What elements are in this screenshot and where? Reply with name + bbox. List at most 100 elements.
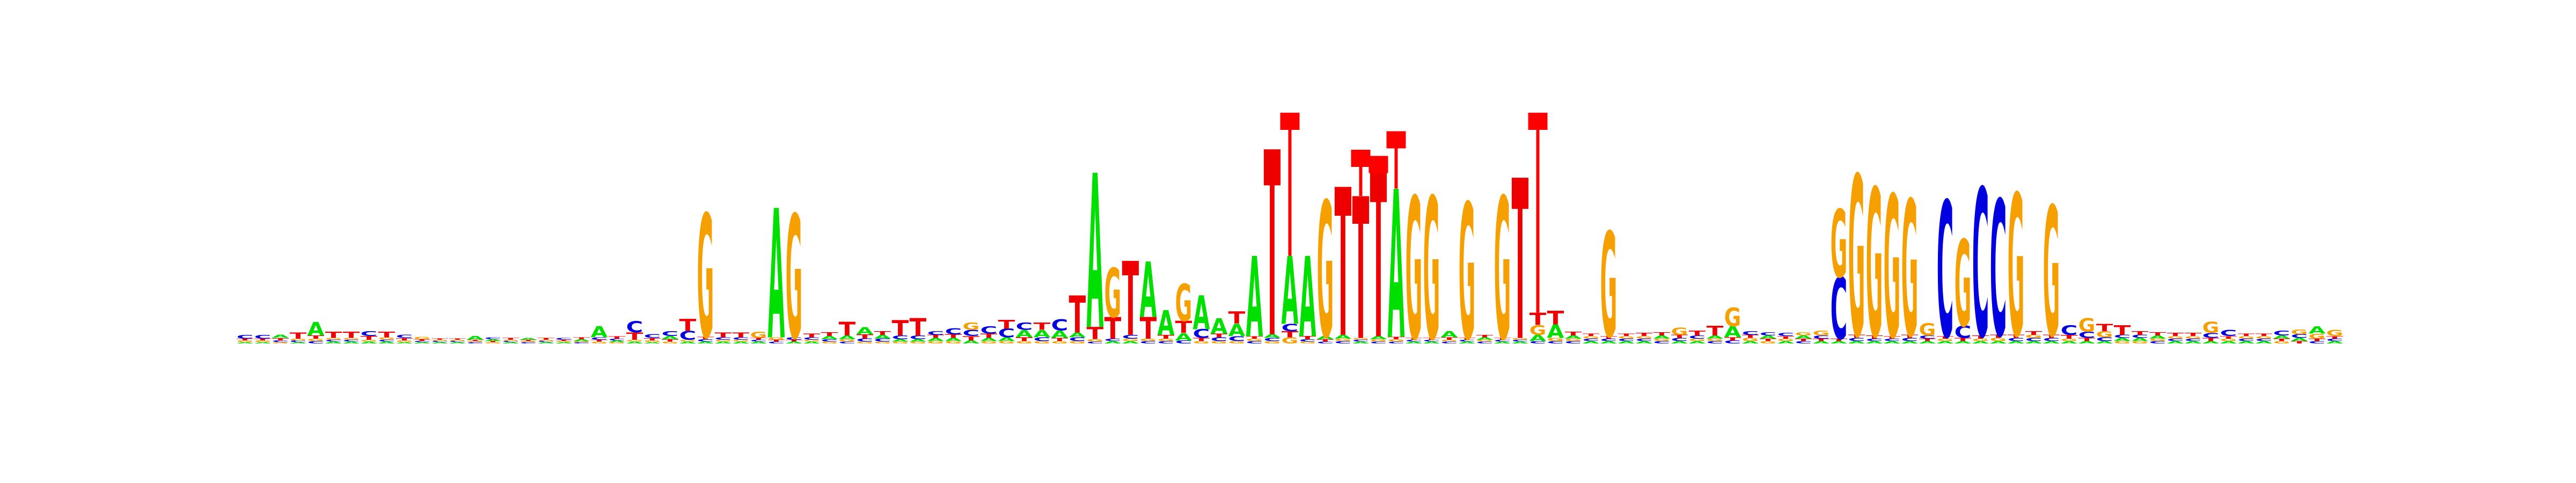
nucleotide-a: A xyxy=(679,341,697,345)
nucleotide-t: T xyxy=(1618,333,1635,336)
nucleotide-g: G xyxy=(1529,323,1547,338)
nucleotide-g: G xyxy=(2114,340,2131,345)
nucleotide-a: A xyxy=(1866,340,1883,344)
nucleotide-c: C xyxy=(272,340,289,343)
nucleotide-c: C xyxy=(1388,341,1405,344)
nucleotide-a: A xyxy=(1600,340,1618,344)
nucleotide-t: T xyxy=(1760,338,1777,342)
nucleotide-a: A xyxy=(839,334,856,340)
nucleotide-t: T xyxy=(609,335,626,339)
nucleotide-c: C xyxy=(396,334,413,339)
nucleotide-t: T xyxy=(1831,338,1848,342)
nucleotide-c: C xyxy=(803,336,821,340)
nucleotide-t: T xyxy=(1919,338,1936,342)
nucleotide-c: C xyxy=(1459,339,1476,342)
nucleotide-g: G xyxy=(1122,338,1139,342)
nucleotide-t: T xyxy=(1600,335,1618,339)
nucleotide-t: T xyxy=(1529,310,1547,330)
nucleotide-a: A xyxy=(290,342,307,344)
nucleotide-c: C xyxy=(2132,334,2149,339)
nucleotide-g: G xyxy=(1282,336,1299,346)
nucleotide-g: G xyxy=(1600,203,1618,370)
nucleotide-g: G xyxy=(1335,338,1352,342)
nucleotide-t: T xyxy=(502,338,519,341)
nucleotide-c: C xyxy=(697,339,714,342)
nucleotide-a: A xyxy=(431,342,449,344)
nucleotide-g: G xyxy=(1848,131,1865,387)
nucleotide-g: G xyxy=(1689,338,1706,342)
nucleotide-a: A xyxy=(1777,340,1795,344)
nucleotide-a: A xyxy=(1831,340,1848,344)
nucleotide-c: C xyxy=(1476,341,1494,344)
nucleotide-c: C xyxy=(1547,340,1564,344)
nucleotide-a: A xyxy=(786,341,803,345)
nucleotide-c: C xyxy=(254,334,272,340)
nucleotide-g: G xyxy=(1512,338,1529,341)
nucleotide-t: T xyxy=(237,338,254,341)
nucleotide-c: C xyxy=(1707,340,1724,344)
nucleotide-t: T xyxy=(1246,335,1263,339)
nucleotide-c: C xyxy=(1016,320,1033,332)
nucleotide-c: C xyxy=(1671,337,1688,342)
nucleotide-c: C xyxy=(1193,327,1210,341)
nucleotide-g: G xyxy=(1423,158,1440,384)
nucleotide-a: A xyxy=(1246,234,1263,362)
nucleotide-t: T xyxy=(2096,322,2113,334)
nucleotide-c: C xyxy=(1618,338,1635,342)
nucleotide-c: C xyxy=(1901,337,1919,342)
nucleotide-g: G xyxy=(1919,320,1936,340)
nucleotide-t: T xyxy=(662,339,679,342)
nucleotide-g: G xyxy=(1884,156,1901,382)
nucleotide-c: C xyxy=(431,341,449,343)
nucleotide-c: C xyxy=(1742,330,1759,336)
nucleotide-t: T xyxy=(1884,335,1901,339)
nucleotide-c: C xyxy=(2202,332,2220,340)
nucleotide-t: T xyxy=(2114,322,2131,338)
nucleotide-a: A xyxy=(910,339,927,342)
nucleotide-c: C xyxy=(2238,338,2255,342)
nucleotide-c: C xyxy=(1370,341,1387,344)
nucleotide-t: T xyxy=(308,334,325,339)
nucleotide-a: A xyxy=(1158,304,1175,343)
nucleotide-a: A xyxy=(2149,335,2167,340)
nucleotide-g: G xyxy=(2291,328,2308,336)
nucleotide-c: C xyxy=(1069,336,1086,342)
nucleotide-t: T xyxy=(1636,332,1653,337)
nucleotide-g: G xyxy=(237,340,254,343)
nucleotide-g: G xyxy=(2008,155,2025,381)
nucleotide-a: A xyxy=(626,341,643,345)
nucleotide-c: C xyxy=(361,330,378,338)
nucleotide-g: G xyxy=(1016,340,1033,345)
nucleotide-g: G xyxy=(1034,340,1051,345)
nucleotide-c: C xyxy=(414,341,431,343)
nucleotide-t: T xyxy=(768,339,785,342)
nucleotide-c: C xyxy=(998,327,1015,341)
nucleotide-c: C xyxy=(2043,337,2060,342)
nucleotide-g: G xyxy=(1653,338,1671,342)
nucleotide-g: G xyxy=(431,340,449,342)
nucleotide-t: T xyxy=(2291,340,2308,344)
nucleotide-a: A xyxy=(1441,330,1458,339)
nucleotide-t: T xyxy=(1901,334,1919,339)
nucleotide-t: T xyxy=(1211,333,1228,339)
nucleotide-t: T xyxy=(1335,147,1352,383)
nucleotide-a: A xyxy=(998,336,1015,342)
nucleotide-c: C xyxy=(1104,338,1122,342)
